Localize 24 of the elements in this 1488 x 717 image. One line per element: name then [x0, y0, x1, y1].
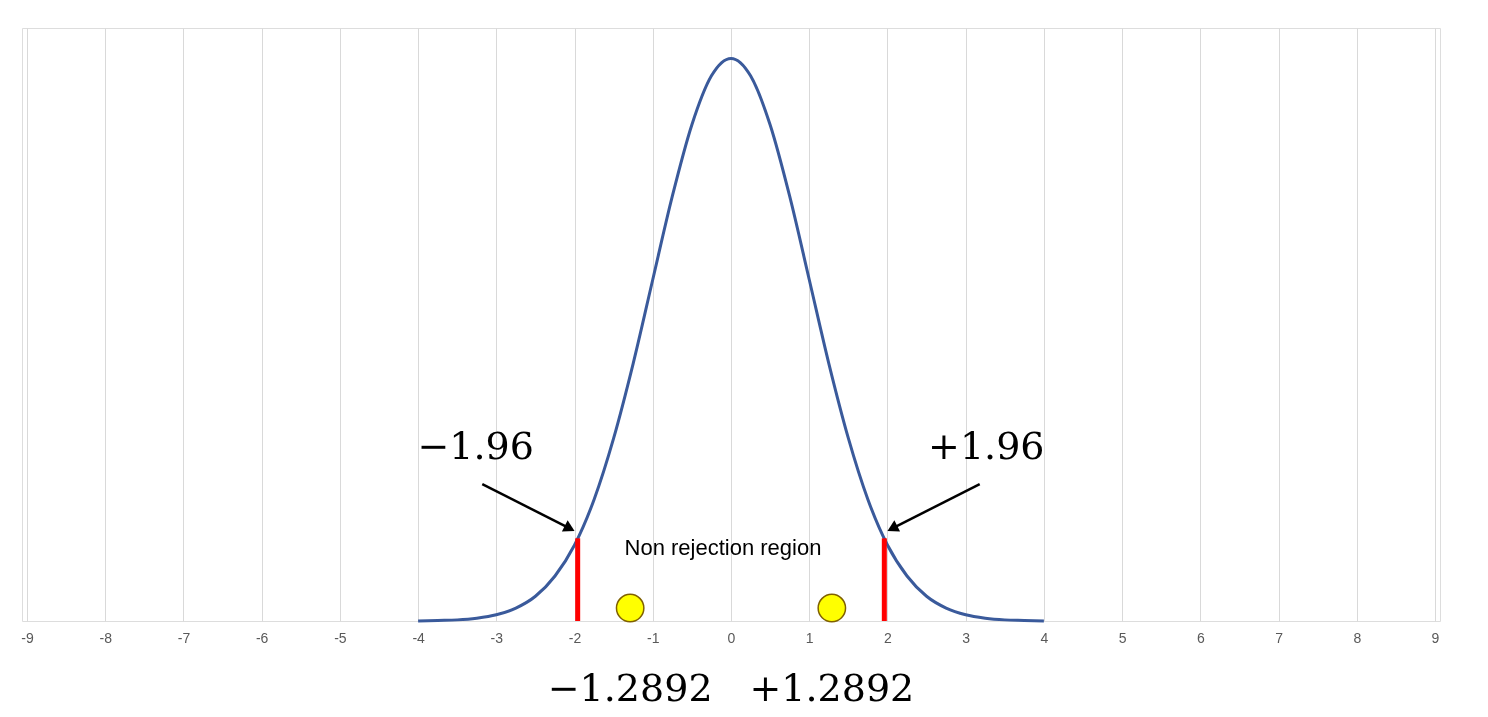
x-tick-label: -3 [490, 629, 504, 646]
x-tick-label: -4 [412, 629, 426, 646]
annotation: Non rejection region [624, 534, 822, 560]
annotation: +1.96 [928, 424, 1045, 469]
annotation: +1.2892 [749, 666, 915, 711]
x-tick-label: 1 [805, 629, 814, 646]
x-tick-label: 0 [727, 629, 736, 646]
x-tick-label: 3 [962, 629, 971, 646]
x-tick-label: -8 [99, 629, 113, 646]
x-tick-label: -7 [177, 629, 191, 646]
x-tick-label: -9 [21, 629, 34, 646]
annotation: −1.2892 [547, 666, 713, 711]
x-tick-label: 7 [1275, 629, 1284, 646]
x-tick-label: 2 [884, 629, 893, 646]
x-tick-label: -2 [568, 629, 582, 646]
x-tick-label: -6 [255, 629, 269, 646]
annotation: −1.96 [417, 424, 534, 469]
x-tick-label: -5 [334, 629, 347, 646]
x-tick-label: 6 [1196, 629, 1205, 646]
x-tick-label: -1 [647, 629, 660, 646]
x-tick-label: 4 [1040, 629, 1049, 646]
x-tick-label: 9 [1431, 629, 1440, 646]
x-tick-label: 8 [1353, 629, 1362, 646]
x-tick-label: 5 [1118, 629, 1127, 646]
